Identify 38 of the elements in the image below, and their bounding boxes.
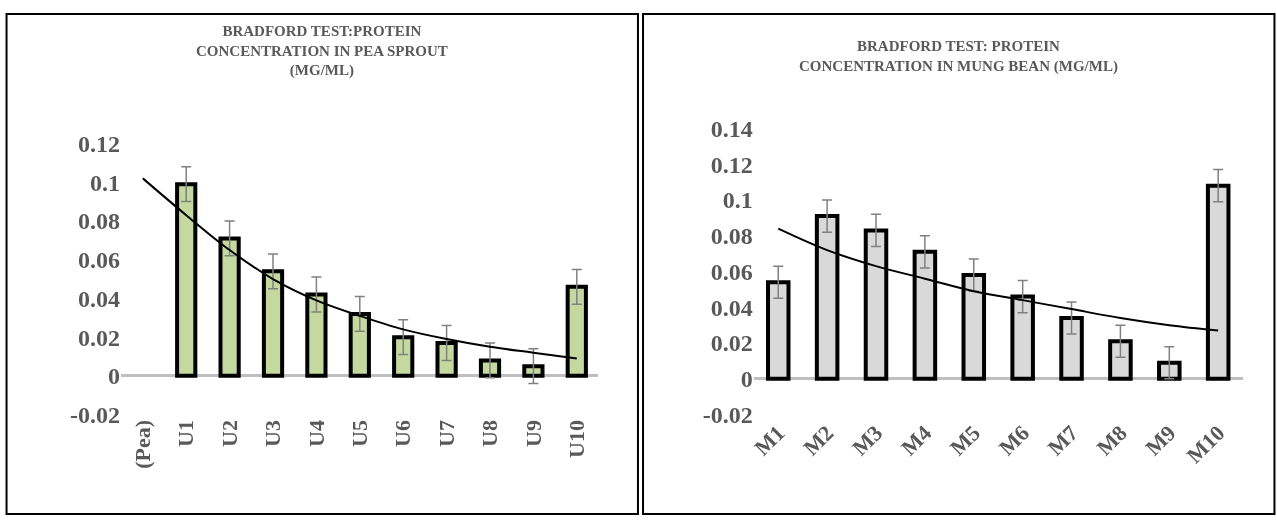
- x-tick-label: M7: [1042, 420, 1083, 461]
- x-tick-label: M4: [896, 420, 937, 461]
- x-tick-label: U9: [520, 420, 546, 447]
- x-tick-label: M8: [1091, 420, 1132, 461]
- y-tick-label: -0.02: [702, 402, 753, 428]
- y-tick-label: 0.02: [710, 330, 753, 357]
- y-tick-label: 0: [740, 366, 753, 393]
- y-tick-label: 0.06: [710, 258, 753, 285]
- y-tick-label: 0.02: [78, 324, 121, 351]
- x-tick-label: U4: [303, 420, 329, 447]
- x-tick-label: M3: [847, 420, 888, 461]
- y-tick-label: 0.06: [78, 247, 121, 274]
- y-tick-label: 0: [108, 363, 121, 390]
- y-tick-label: 0.14: [710, 115, 753, 142]
- y-tick-label: 0.12: [710, 151, 753, 178]
- y-tick-label: 0.08: [78, 208, 121, 235]
- y-tick-label: -0.02: [70, 402, 121, 428]
- x-tick-label: M5: [944, 420, 986, 461]
- x-tick-label: U5: [346, 420, 372, 447]
- y-tick-label: 0.08: [710, 223, 753, 250]
- x-tick-label: U3: [260, 420, 286, 447]
- x-tick-label: U8: [477, 420, 503, 447]
- y-tick-label: 0.04: [78, 285, 121, 312]
- y-tick-label: 0.04: [710, 294, 753, 321]
- x-tick-label: U2: [216, 420, 242, 447]
- x-tick-label: M9: [1140, 420, 1181, 461]
- chart-title: BRADFORD TEST:PROTEIN CONCENTRATION IN PEA SPROUT (MG/ML): [196, 23, 448, 79]
- y-tick-label: 0.1: [90, 169, 121, 196]
- x-tick-label: M6: [993, 420, 1034, 461]
- x-tick-label: M2: [798, 420, 839, 461]
- y-tick-label: 0.1: [722, 187, 753, 214]
- x-tick-label: (Pea): [129, 420, 155, 469]
- chart-title: BRADFORD TEST: PROTEIN CONCENTRATION IN MUNG BEAN (MG/ML): [799, 38, 1118, 75]
- x-tick-label: U1: [173, 420, 199, 447]
- x-tick-label: U6: [390, 420, 416, 447]
- x-tick-label: U7: [433, 420, 459, 447]
- x-tick-label: U10: [563, 420, 589, 458]
- y-tick-label: 0.12: [78, 130, 121, 157]
